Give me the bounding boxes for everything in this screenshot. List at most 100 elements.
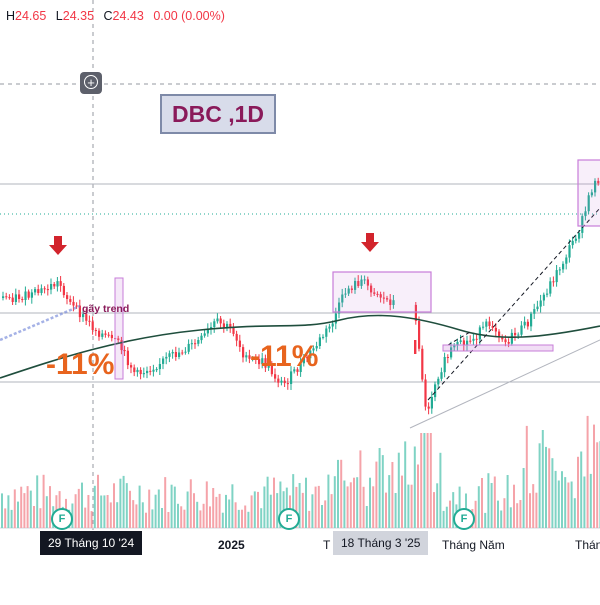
- volume-bar: [231, 484, 234, 528]
- volume-bar: [308, 510, 311, 528]
- volume-bar: [77, 488, 80, 528]
- event-f-icon[interactable]: F: [453, 508, 475, 530]
- candle-body: [200, 335, 203, 341]
- volume-bar: [426, 433, 429, 528]
- high-key: H: [6, 9, 16, 23]
- volume-bar: [180, 506, 183, 528]
- candle-body: [126, 350, 129, 366]
- candle-body: [216, 318, 219, 322]
- drop-percent-mid: -11%: [250, 340, 319, 373]
- candle-body: [174, 352, 177, 357]
- candle-body: [56, 281, 59, 287]
- candle-body: [40, 288, 43, 293]
- candle-body: [149, 370, 152, 372]
- volume-bar: [7, 495, 10, 528]
- volume-bar: [327, 474, 330, 528]
- volume-bar: [442, 510, 445, 528]
- candle-body: [104, 333, 107, 335]
- volume-bar: [135, 504, 138, 528]
- candle-body: [347, 288, 350, 294]
- trendline-support: [409, 339, 600, 429]
- candle-body: [578, 232, 581, 239]
- candle-body: [382, 297, 385, 299]
- volume-bar: [20, 486, 23, 528]
- candle-body: [597, 180, 600, 184]
- candle-body: [34, 289, 37, 293]
- candle-body: [248, 355, 251, 359]
- candle-body: [558, 269, 561, 271]
- candle-body: [498, 331, 501, 338]
- candle-body: [46, 289, 49, 291]
- volume-bar: [477, 486, 480, 528]
- volume-bar: [583, 476, 586, 528]
- candle-body: [184, 351, 187, 353]
- candle-body: [482, 326, 485, 328]
- event-f-icon[interactable]: F: [51, 508, 73, 530]
- volume-bar: [381, 455, 384, 528]
- volume-bar: [237, 509, 240, 528]
- volume-bar: [244, 505, 247, 528]
- trend-break-note: gãy trend: [82, 303, 130, 315]
- moving-average-line: [0, 314, 600, 379]
- volume-bar: [417, 464, 419, 528]
- volume-bar: [506, 475, 509, 528]
- candle-body: [354, 281, 357, 290]
- symbol-label: DBC ,1D: [160, 94, 276, 134]
- candle-body: [325, 328, 328, 337]
- volume-bar: [84, 507, 87, 528]
- volume-bar: [260, 508, 263, 528]
- candle-body: [542, 294, 545, 301]
- volume-bar: [17, 501, 19, 528]
- candle-body: [418, 321, 421, 349]
- volume-bar: [413, 446, 416, 528]
- candle-body: [82, 314, 85, 318]
- candle-body: [309, 350, 312, 359]
- volume-bar: [205, 481, 208, 528]
- candle-body: [363, 279, 366, 281]
- volume-bar: [589, 473, 592, 528]
- volume-bar: [157, 489, 160, 528]
- candle-body: [203, 333, 206, 336]
- volume-bar: [314, 486, 317, 528]
- volume-bar: [525, 425, 528, 528]
- candle-body: [549, 281, 552, 294]
- candle-body: [123, 350, 126, 352]
- volume-bar: [519, 500, 522, 528]
- volume-bar: [228, 499, 231, 528]
- volume-bar: [493, 476, 496, 528]
- volume-bar: [564, 477, 567, 528]
- volume-bar: [570, 481, 573, 528]
- volume-bar: [401, 475, 403, 528]
- close-value: 24.43: [112, 9, 144, 23]
- candle-body: [539, 300, 542, 307]
- volume-bar: [4, 508, 7, 528]
- volume-bar: [317, 485, 320, 528]
- candle-body: [21, 299, 24, 300]
- volume-bar: [218, 493, 221, 528]
- volume-bar: [109, 502, 112, 528]
- volume-bar: [81, 482, 83, 528]
- volume-bar: [365, 506, 368, 528]
- volume-bar: [29, 490, 32, 528]
- volume-bar: [497, 500, 499, 528]
- candle-body: [187, 343, 190, 352]
- candle-body: [414, 304, 417, 321]
- add-plus-icon[interactable]: +: [80, 72, 102, 94]
- candle-body: [357, 281, 360, 286]
- low-value: 24.35: [62, 9, 95, 23]
- volume-bar: [36, 475, 39, 528]
- volume-bar: [388, 475, 391, 528]
- candle-body: [11, 297, 14, 302]
- candle-body: [91, 321, 94, 330]
- candle-body: [446, 357, 449, 358]
- volume-bar: [522, 468, 525, 528]
- candle-body: [315, 346, 318, 349]
- candle-body: [178, 352, 181, 357]
- candle-body: [546, 293, 549, 295]
- candle-body: [235, 333, 238, 341]
- candle-body: [344, 293, 347, 295]
- event-f-icon[interactable]: F: [278, 508, 300, 530]
- volume-bar: [87, 495, 90, 528]
- candle-body: [338, 302, 341, 314]
